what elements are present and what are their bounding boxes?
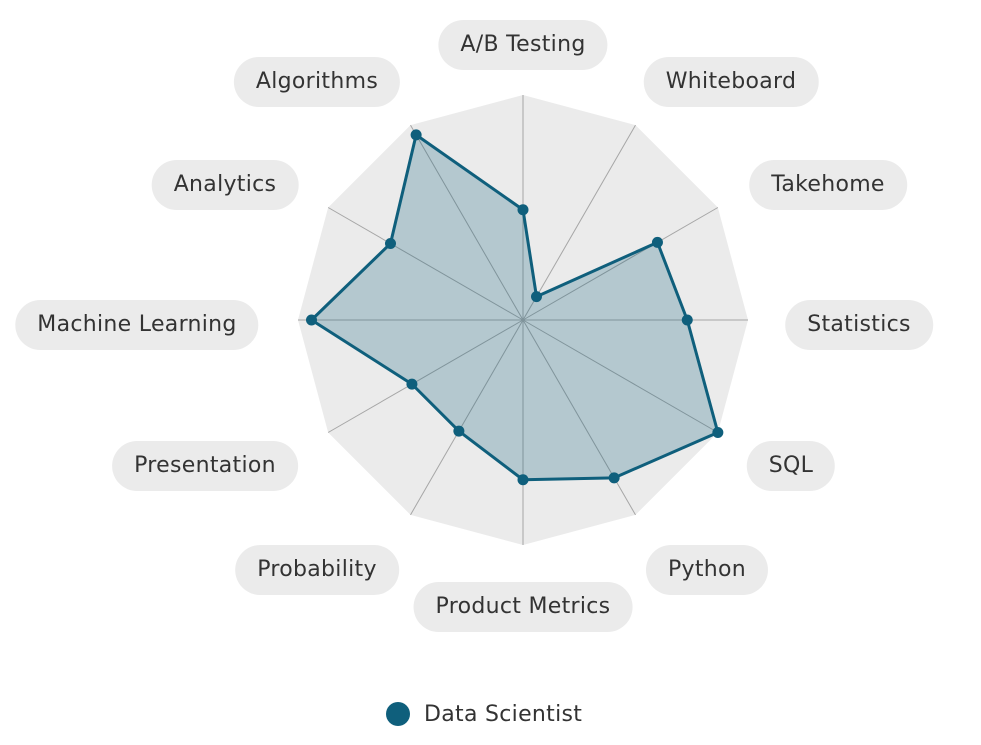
axis-label: Python	[645, 545, 769, 595]
axis-label: Takehome	[749, 160, 907, 210]
data-point	[306, 314, 317, 326]
axis-spoke	[327, 207, 524, 321]
axis-label: Machine Learning	[15, 300, 259, 350]
axis-spoke	[522, 124, 636, 321]
data-point	[651, 236, 663, 248]
data-point	[608, 472, 620, 484]
axis-label: Probability	[235, 545, 399, 595]
data-point	[517, 204, 529, 216]
data-point	[517, 474, 529, 486]
axis-label: Analytics	[151, 160, 299, 210]
axis-label: A/B Testing	[438, 20, 608, 70]
axis-spoke	[522, 207, 719, 321]
axis-label: Presentation	[112, 441, 298, 491]
data-point	[681, 314, 693, 326]
data-point	[531, 291, 542, 303]
legend-marker	[386, 702, 410, 726]
axis-label: Statistics	[785, 300, 933, 350]
data-point	[712, 427, 724, 438]
axis-spoke	[522, 319, 719, 433]
axis-label: Algorithms	[233, 57, 401, 107]
data-point	[384, 238, 396, 249]
axis-spoke	[410, 319, 524, 516]
axis-spokes	[298, 95, 748, 545]
series-points	[306, 129, 724, 486]
axis-label: Whiteboard	[643, 57, 819, 107]
axis-spoke	[410, 124, 524, 321]
legend-label: Data Scientist	[424, 701, 583, 727]
legend: Data Scientist	[386, 697, 582, 731]
data-point	[410, 129, 422, 141]
axis-label: Product Metrics	[413, 582, 633, 632]
data-point	[406, 378, 418, 390]
axis-label: SQL	[746, 441, 836, 491]
data-point	[453, 425, 465, 437]
axis-spoke	[327, 319, 524, 433]
